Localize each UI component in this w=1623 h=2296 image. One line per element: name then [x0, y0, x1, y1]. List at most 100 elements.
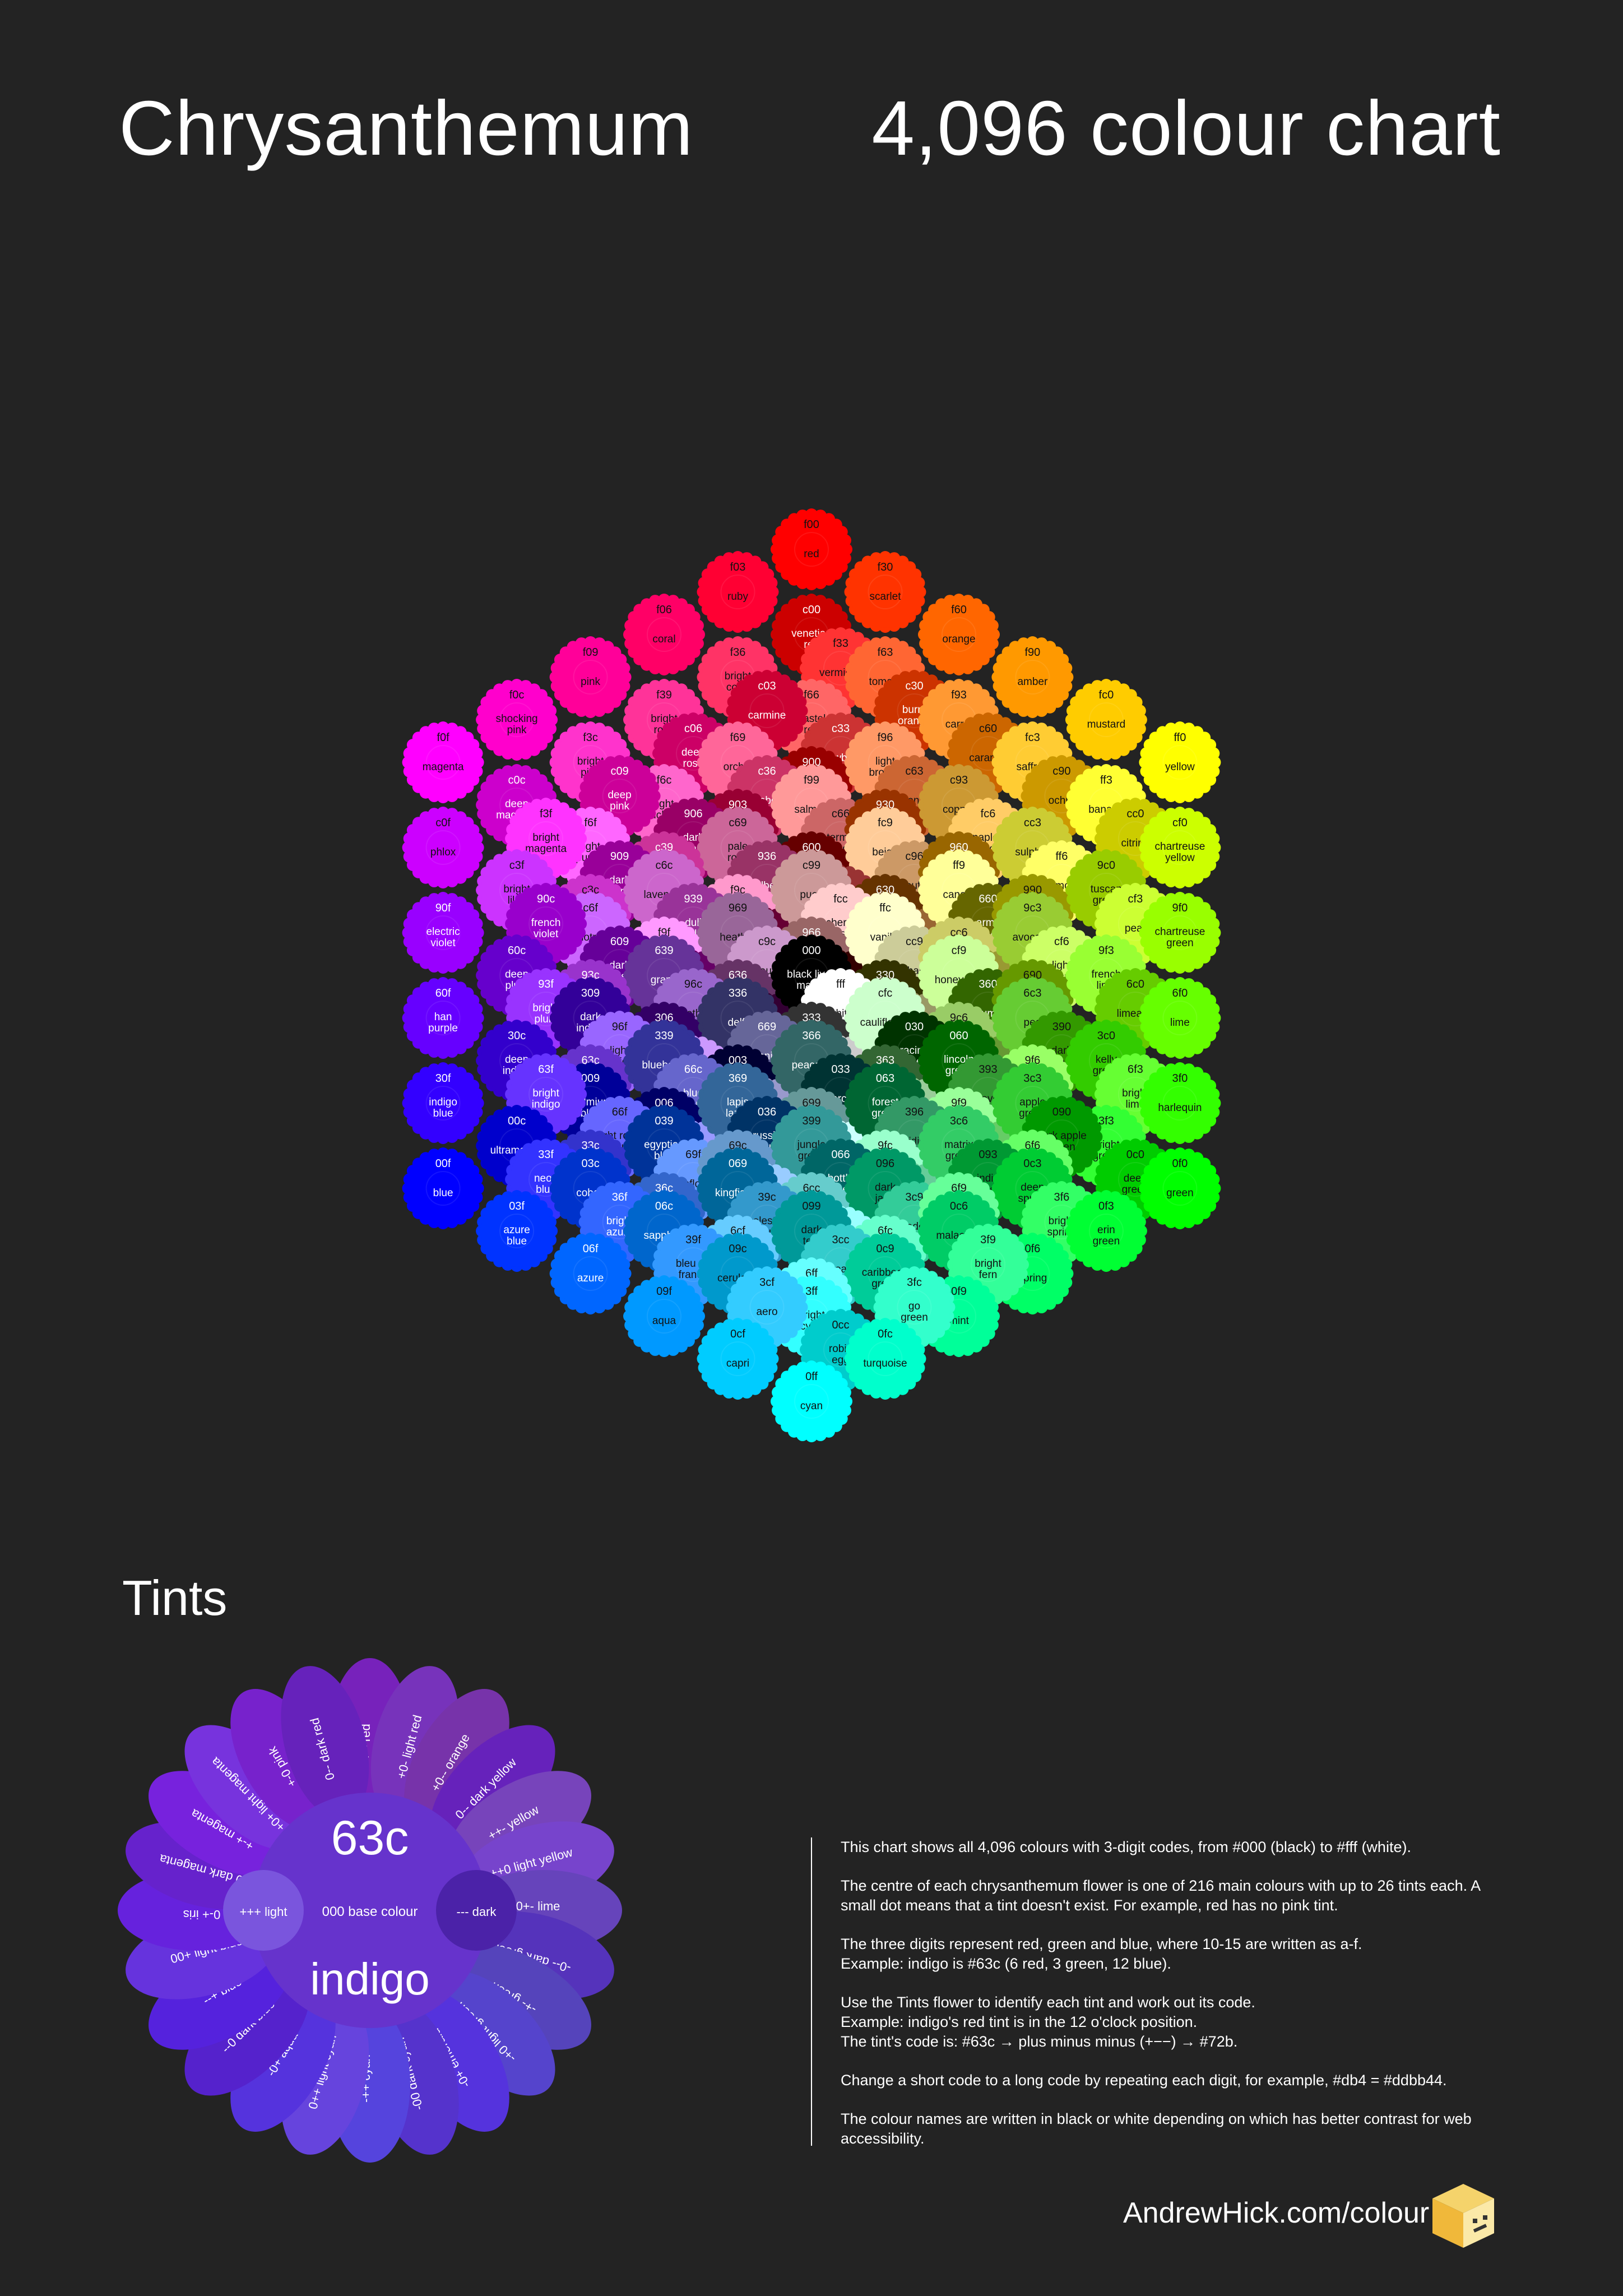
flower-code: f06	[656, 604, 672, 616]
flowers-layer: f00redf03rubyf30scarletc00venetianredf36…	[402, 508, 1221, 1442]
flower-code: cc3	[1024, 817, 1041, 829]
flower-centre	[794, 532, 829, 567]
flower-code: f96	[878, 732, 893, 744]
flower-code: ff3	[1100, 774, 1112, 786]
flower-code: cc0	[1126, 808, 1144, 820]
title-chrysanthemum: Chrysanthemum	[119, 85, 694, 172]
flower-centre	[942, 617, 976, 652]
flower-centre	[647, 617, 681, 652]
flower-name: coral	[652, 633, 675, 645]
flower-name: indigo	[532, 1099, 560, 1110]
flower-code: f93	[951, 689, 967, 701]
flower-f06: f06 coral	[623, 594, 705, 675]
flower-name: red	[804, 548, 819, 560]
flower-code: cf9	[952, 945, 967, 957]
flower-code: 063	[876, 1072, 894, 1085]
flower-name: pink	[610, 800, 629, 812]
flower-name: shocking	[496, 713, 538, 725]
flower-code: 6c3	[1023, 987, 1041, 999]
flower-code: f6c	[657, 774, 672, 786]
flower-code: 00c	[508, 1115, 526, 1127]
flower-code: f3c	[583, 732, 598, 744]
flower-centre	[1015, 660, 1050, 695]
flower-code: f90	[1024, 646, 1040, 659]
flower-code: f30	[878, 561, 893, 573]
flower-code: 390	[1052, 1021, 1071, 1033]
flower-code: f0c	[509, 689, 525, 701]
flower-code: fc0	[1099, 689, 1114, 701]
flower-centre	[868, 575, 903, 609]
flower-code: c30	[905, 680, 923, 692]
flower-code: 639	[655, 945, 673, 957]
flower-code: f0f	[437, 732, 449, 744]
flower-code: c36	[758, 765, 776, 777]
flower-name: bright	[532, 832, 559, 844]
flower-name: french	[531, 917, 561, 929]
flower-name: deep	[608, 789, 631, 801]
flower-code: 366	[802, 1030, 820, 1042]
flower-code: ff0	[1174, 732, 1186, 744]
flower-code: f66	[804, 689, 819, 701]
flower-code: f36	[730, 646, 746, 659]
flower-code: f6f	[584, 817, 597, 829]
flower-code: c09	[610, 765, 628, 777]
flower-code: f3f	[540, 808, 553, 820]
flower-code: fff	[836, 978, 845, 990]
flower-name: violet	[534, 928, 559, 940]
flower-code: 3c0	[1097, 1030, 1115, 1042]
flower-code: 96f	[612, 1021, 628, 1033]
flower-code: c0c	[508, 774, 526, 786]
flower-code: 60f	[435, 987, 451, 999]
flower-code: 393	[979, 1063, 997, 1076]
flower-name: light	[655, 798, 675, 810]
flower-code: 900	[802, 756, 820, 769]
flower-code: f09	[583, 646, 599, 659]
flower-code: fc9	[878, 817, 893, 829]
flower-code: 036	[758, 1106, 776, 1118]
flower-code: c3f	[509, 859, 525, 872]
flower-code: 63f	[538, 1063, 554, 1076]
flower-name: blue	[433, 1108, 453, 1119]
flower-code: 66f	[612, 1106, 628, 1118]
flower-code: 369	[729, 1072, 747, 1085]
flower-code: f63	[878, 646, 893, 659]
flower-code: ffc	[879, 902, 891, 914]
flower-code: 3c3	[1023, 1072, 1041, 1085]
flower-code: c6c	[655, 859, 673, 872]
flower-code: 936	[758, 850, 776, 863]
flower-name: ruby	[727, 591, 748, 603]
flower-code: 903	[729, 799, 747, 811]
flower-code: c00	[803, 604, 820, 616]
flower-name: han	[434, 1011, 452, 1023]
flower-code: 669	[758, 1021, 776, 1033]
flower-name: amber	[1017, 676, 1048, 688]
flower-code: 939	[684, 893, 702, 905]
flower-code: cf0	[1172, 817, 1188, 829]
flower-name: lime	[1170, 1017, 1190, 1029]
flower-code: c33	[832, 723, 850, 735]
flower-name: light	[875, 756, 896, 767]
flower-name: orange	[942, 633, 975, 645]
flower-code: fc6	[981, 808, 996, 820]
flower-code: 90c	[537, 893, 555, 905]
flower-code: c06	[684, 723, 702, 735]
flower-code: c9c	[758, 936, 776, 948]
flower-code: ff9	[953, 859, 965, 872]
flower-code: f99	[804, 774, 819, 786]
flower-name: phlox	[430, 846, 456, 858]
flower-name: magenta	[423, 761, 464, 773]
flower-name: carmine	[748, 710, 786, 721]
flower-code: 399	[802, 1115, 820, 1127]
flower-name: green	[1166, 937, 1194, 949]
flower-code: c6f	[583, 902, 598, 914]
flower-code: 90f	[435, 902, 451, 914]
